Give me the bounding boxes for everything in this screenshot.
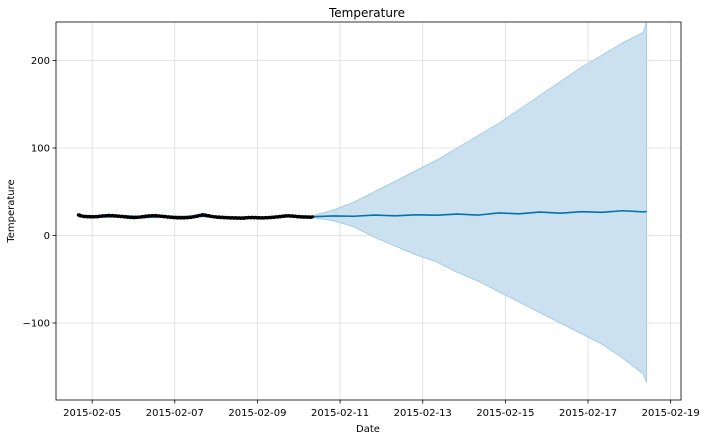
x-tick-label: 2015-02-07 bbox=[146, 408, 204, 419]
y-tick-label: 0 bbox=[44, 231, 50, 242]
y-tick-label: −100 bbox=[23, 319, 50, 330]
y-axis-label: Temperature bbox=[6, 179, 17, 243]
y-tick-label: 200 bbox=[31, 56, 50, 67]
x-tick-label: 2015-02-11 bbox=[311, 408, 369, 419]
y-axis: −100 0 100 200 bbox=[23, 56, 56, 330]
x-axis-label: Date bbox=[356, 424, 380, 435]
observed-point bbox=[310, 215, 315, 219]
chart-title: Temperature bbox=[328, 6, 405, 20]
x-tick-label: 2015-02-09 bbox=[228, 408, 286, 419]
x-tick-label: 2015-02-13 bbox=[394, 408, 452, 419]
plot-area-frame bbox=[55, 21, 682, 401]
y-tick-label: 100 bbox=[31, 144, 50, 155]
x-tick-label: 2015-02-15 bbox=[476, 408, 534, 419]
x-tick-label: 2015-02-19 bbox=[642, 408, 700, 419]
observed-points bbox=[76, 212, 315, 221]
x-axis: 2015-02-05 2015-02-07 2015-02-09 2015-02-11… bbox=[63, 400, 700, 419]
x-tick-label: 2015-02-17 bbox=[559, 408, 617, 419]
x-tick-label: 2015-02-05 bbox=[63, 408, 121, 419]
